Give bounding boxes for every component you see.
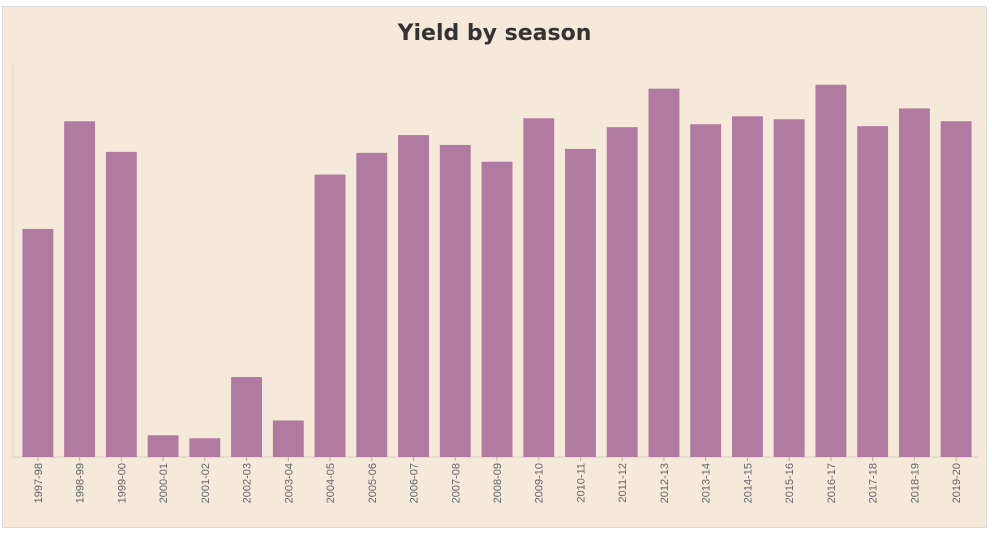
bar-2004-05 (314, 174, 346, 457)
bar-2002-03 (231, 377, 263, 457)
x-tick-label: 1997-98 (33, 463, 45, 503)
bar-2019-20 (940, 121, 972, 457)
x-tick-label: 2015-16 (784, 463, 796, 503)
x-tick-label: 2009-10 (534, 463, 546, 503)
x-tick-label: 2013-14 (701, 463, 713, 503)
bar-2001-02 (189, 438, 221, 457)
x-tick-label: 2002-03 (242, 463, 254, 503)
bar-1999-00 (105, 151, 137, 458)
bar-2018-19 (898, 108, 930, 457)
bar-2010-11 (565, 148, 596, 457)
x-tick-label: 2014-15 (742, 463, 754, 503)
bar-2000-01 (147, 435, 179, 457)
x-tick-label: 2004-05 (325, 463, 337, 503)
x-tick-label: 2012-13 (659, 463, 671, 503)
bar-2007-08 (439, 144, 471, 457)
x-tick-label: 1998-99 (75, 463, 87, 503)
bar-2011-12 (606, 127, 638, 458)
bar-2013-14 (690, 124, 722, 458)
x-tick-label: 2017-18 (868, 463, 880, 503)
bar-1997-98 (22, 228, 54, 457)
x-tick-label: 2003-04 (283, 463, 295, 503)
x-tick-label: 2011-12 (617, 463, 629, 503)
x-tick-label: 2007-08 (450, 463, 462, 503)
bar-group (22, 84, 972, 458)
x-tick-label: 2001-02 (200, 463, 212, 503)
x-tick-label: 2016-17 (826, 463, 838, 503)
bar-2008-09 (481, 161, 513, 458)
x-tick-label: 2000-01 (158, 463, 170, 503)
bar-2005-06 (356, 152, 388, 457)
x-tick-label: 2019-20 (951, 463, 963, 503)
x-tick-label: 1999-00 (116, 463, 128, 503)
bar-1998-99 (64, 121, 96, 457)
bar-2003-04 (272, 420, 304, 457)
bar-2014-15 (731, 116, 763, 457)
chart-title: Yield by season (397, 21, 592, 46)
chart-panel: Yield by season 1997-98 1998-99 1999-00 200… (2, 6, 987, 528)
x-tick-label: 2008-09 (492, 463, 504, 503)
bar-2012-13 (648, 88, 680, 457)
x-tick-labels: 1997-98 1998-99 1999-00 2000-01 2001-02 2002-… (33, 457, 963, 503)
bar-2016-17 (815, 84, 847, 458)
bar-2006-07 (398, 135, 429, 457)
bar-2009-10 (523, 118, 555, 457)
x-tick-label: 2010-11 (575, 463, 587, 503)
x-tick-label: 2005-06 (367, 463, 379, 503)
chart-plot: 1997-98 1998-99 1999-00 2000-01 2001-02 2002-… (12, 62, 978, 503)
x-tick-label: 2018-19 (909, 463, 921, 503)
bar-2017-18 (857, 126, 889, 457)
x-tick-label: 2006-07 (409, 463, 421, 503)
bar-2015-16 (773, 119, 805, 457)
